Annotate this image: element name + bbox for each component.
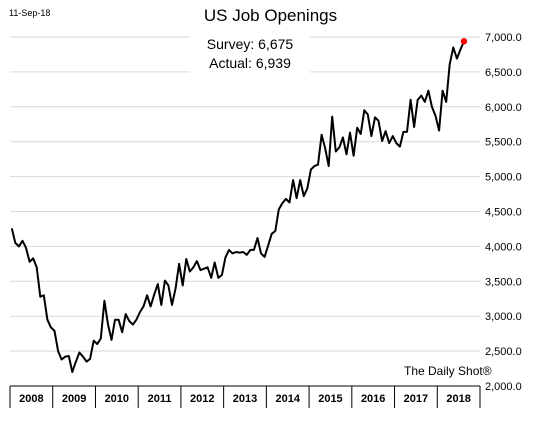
x-tick-label: 2009 [62,393,86,405]
x-tick-label: 2008 [19,393,43,405]
y-tick-label: 5,500.0 [485,137,522,149]
x-tick-label: 2016 [361,393,385,405]
date-label: 11-Sep-18 [9,8,51,18]
x-tick-label: 2012 [190,393,214,405]
x-axis-ticks: 2008 2009 2010 2011 2012 2013 2014 2015 2016 2017… [19,393,471,405]
y-tick-label: 6,500.0 [485,67,522,79]
x-tick-label: 2014 [275,393,300,405]
y-tick-label: 4,500.0 [485,207,522,219]
x-tick-label: 2015 [318,393,342,405]
y-tick-label: 6,000.0 [485,102,522,114]
survey-actual-annotation: Survey: 6,675 Actual: 6,939 [190,35,310,77]
actual-value: Actual: 6,939 [209,55,291,71]
y-tick-label: 7,000.0 [485,32,522,44]
x-axis [9,385,481,408]
gridlines [10,36,480,352]
y-tick-label: 2,500.0 [485,346,522,358]
survey-value: Survey: 6,675 [206,36,294,52]
latest-point-marker [460,38,468,45]
x-tick-label: 2011 [148,393,172,405]
y-tick-label: 5,000.0 [485,172,522,184]
x-tick-label: 2013 [233,393,257,405]
chart-title: US Job Openings [203,6,338,25]
x-tick-label: 2018 [446,393,470,405]
series-line [10,40,465,373]
y-tick-label: 4,000.0 [485,241,522,253]
y-axis-ticks: 2,000.0 2,500.0 3,000.0 3,500.0 4,000.0 4,500… [485,32,522,393]
x-tick-label: 2010 [105,393,129,405]
y-tick-label: 3,000.0 [485,311,522,323]
x-tick-label: 2017 [404,393,428,405]
source-label: The Daily Shot® [402,364,494,378]
y-tick-label: 2,000.0 [485,381,522,393]
y-tick-label: 3,500.0 [485,276,522,288]
